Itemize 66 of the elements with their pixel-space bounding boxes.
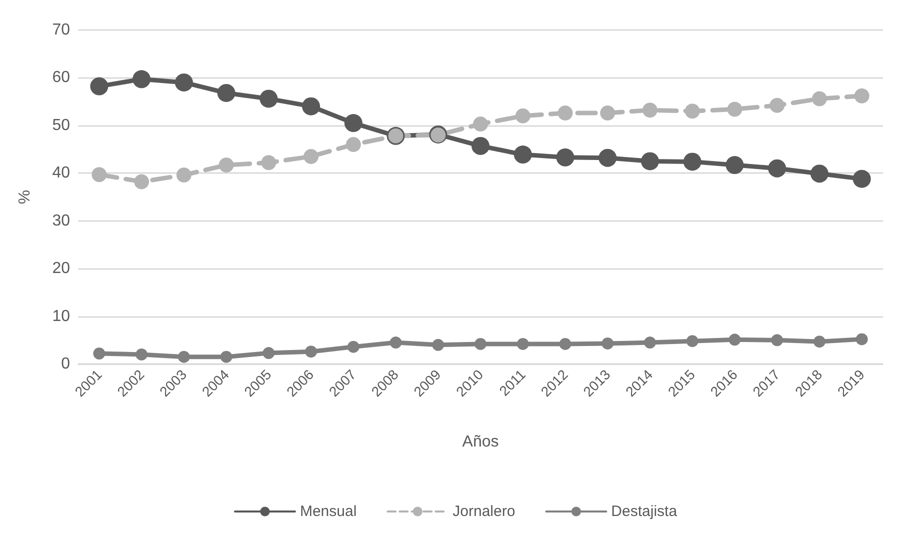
y-tick-label: 70 bbox=[52, 22, 70, 38]
y-tick-label: 20 bbox=[52, 260, 70, 278]
point bbox=[93, 348, 106, 360]
point bbox=[768, 159, 786, 178]
point bbox=[728, 334, 741, 346]
point bbox=[854, 88, 870, 104]
point bbox=[514, 146, 532, 164]
point bbox=[261, 155, 276, 170]
point bbox=[686, 335, 698, 348]
point bbox=[771, 334, 784, 346]
point bbox=[344, 114, 362, 132]
point bbox=[302, 97, 320, 116]
point bbox=[559, 338, 572, 350]
point bbox=[515, 108, 530, 124]
point bbox=[176, 168, 192, 183]
point bbox=[770, 98, 785, 113]
point bbox=[852, 170, 871, 188]
point bbox=[812, 91, 827, 106]
point bbox=[220, 350, 232, 363]
legend-label: Mensual bbox=[300, 503, 357, 520]
point bbox=[640, 152, 659, 170]
point bbox=[174, 73, 193, 92]
point bbox=[390, 336, 402, 349]
y-axis-title: % bbox=[16, 190, 34, 204]
point bbox=[90, 77, 108, 96]
point bbox=[260, 90, 278, 108]
point bbox=[726, 156, 744, 174]
y-tick-label: 0 bbox=[61, 356, 70, 372]
point bbox=[217, 84, 236, 102]
point bbox=[727, 102, 742, 117]
point bbox=[516, 338, 529, 350]
point bbox=[684, 104, 700, 119]
point bbox=[474, 338, 486, 350]
point bbox=[558, 106, 573, 121]
point bbox=[810, 164, 828, 183]
point bbox=[347, 340, 360, 353]
point bbox=[92, 167, 107, 182]
point bbox=[556, 148, 574, 166]
point bbox=[218, 158, 234, 173]
point bbox=[472, 136, 490, 155]
point bbox=[432, 338, 444, 351]
point bbox=[813, 336, 826, 348]
point bbox=[683, 152, 702, 171]
y-tick-label: 30 bbox=[52, 212, 70, 230]
point bbox=[346, 137, 361, 152]
y-tick-label: 60 bbox=[52, 69, 70, 86]
y-tick-label: 50 bbox=[52, 116, 70, 134]
point bbox=[134, 174, 150, 190]
point bbox=[602, 337, 614, 350]
y-tick-label: 40 bbox=[52, 164, 70, 182]
point bbox=[473, 116, 488, 132]
point bbox=[304, 148, 319, 164]
point bbox=[856, 333, 868, 346]
point bbox=[642, 102, 658, 118]
point bbox=[262, 347, 275, 360]
legend-label: Jornalero bbox=[452, 503, 516, 520]
point bbox=[644, 336, 656, 349]
y-tick-label: 10 bbox=[52, 308, 70, 325]
point bbox=[178, 350, 190, 363]
point bbox=[305, 346, 318, 358]
point bbox=[132, 70, 151, 88]
point bbox=[598, 148, 617, 167]
point bbox=[136, 348, 148, 360]
legend-label: Destajista bbox=[611, 503, 678, 520]
x-axis-title: Años bbox=[462, 434, 499, 450]
point bbox=[600, 106, 616, 121]
